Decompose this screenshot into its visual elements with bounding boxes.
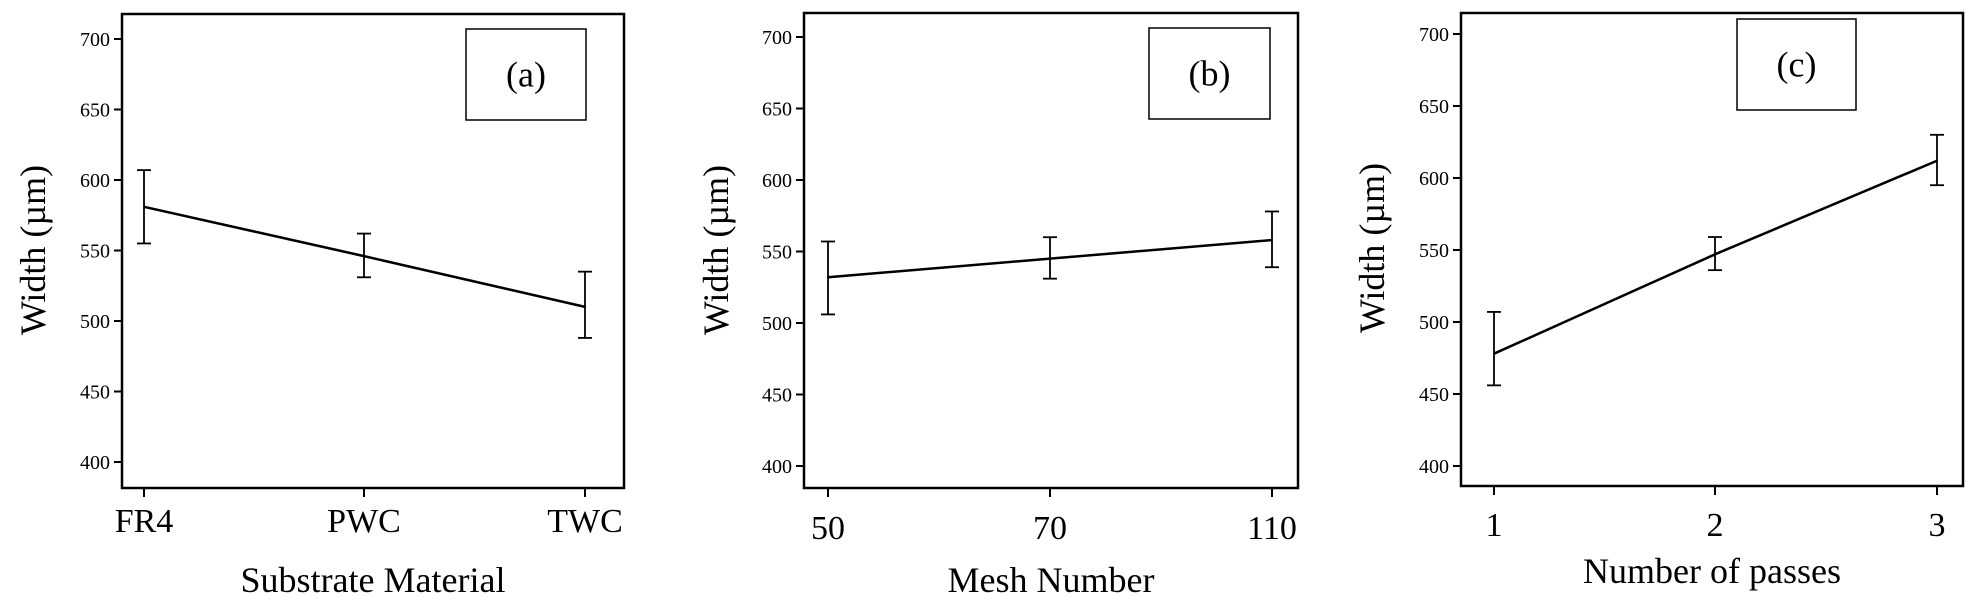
x-tick-label: 3: [1929, 507, 1946, 544]
chart-panel-1: 400 450 500 550 600 650 700 FR4 PWC TWC (a) Width (…: [13, 12, 626, 600]
y-tick-label: 500: [1419, 312, 1449, 334]
y-tick-label: 600: [80, 170, 110, 192]
x-axis-title: Substrate Material: [241, 560, 506, 600]
plot-frame: [1459, 11, 1965, 488]
y-tick-label: 550: [1419, 240, 1449, 262]
error-bar: [1043, 236, 1057, 280]
y-tick-label: 400: [80, 452, 110, 474]
panel-label-box: [1148, 27, 1271, 120]
x-tick-label: 1: [1486, 507, 1503, 544]
y-axis-title: Width (µm): [1352, 163, 1392, 333]
error-bar: [137, 169, 151, 245]
error-bar: [578, 270, 592, 339]
error-bar: [357, 232, 371, 279]
panel-label: (b): [1189, 54, 1231, 94]
y-tick-label: 700: [80, 29, 110, 51]
y-tick-label: 450: [1419, 384, 1449, 406]
chart-panel-2: 400 450 500 550 600 650 700 50 70 110 (b) Width (µm…: [696, 11, 1300, 600]
x-tick-label: 110: [1247, 510, 1297, 547]
error-bar: [1708, 236, 1722, 272]
error-bar: [1930, 133, 1944, 187]
y-tick-label: 550: [80, 241, 110, 263]
x-tick-label: FR4: [115, 503, 174, 540]
y-axis-title: Width (µm): [696, 165, 736, 335]
x-tick-label: 2: [1707, 507, 1724, 544]
panel-label-box: [1736, 18, 1857, 111]
x-tick-label: TWC: [547, 503, 623, 540]
panel-label: (a): [506, 55, 546, 95]
y-tick-label: 450: [80, 382, 110, 404]
error-bar: [821, 240, 835, 316]
y-axis-title: Width (µm): [13, 165, 53, 335]
y-tick-label: 500: [762, 313, 792, 335]
y-tick-label: 650: [1419, 96, 1449, 118]
x-tick-label: 50: [811, 510, 845, 547]
y-tick-label: 400: [1419, 456, 1449, 478]
x-tick-label: 70: [1033, 510, 1067, 547]
error-bar: [1487, 311, 1501, 387]
x-axis-title: Number of passes: [1583, 551, 1841, 591]
y-tick-label: 650: [80, 100, 110, 122]
y-tick-label: 600: [762, 170, 792, 192]
y-tick-label: 550: [762, 242, 792, 264]
y-tick-label: 500: [80, 311, 110, 333]
chart-panel-3: 400 450 500 550 600 650 700 1 2 3 (c) Width (µm) Num…: [1352, 11, 1965, 591]
y-tick-label: 600: [1419, 168, 1449, 190]
error-bar: [1265, 210, 1279, 269]
panel-label-box: [465, 28, 587, 121]
y-tick-label: 450: [762, 385, 792, 407]
y-tick-label: 700: [1419, 24, 1449, 46]
y-tick-label: 400: [762, 456, 792, 478]
x-axis-title: Mesh Number: [948, 560, 1155, 600]
panel-label: (c): [1777, 45, 1817, 85]
y-tick-label: 650: [762, 99, 792, 121]
x-tick-label: PWC: [327, 503, 401, 540]
y-tick-label: 700: [762, 27, 792, 49]
